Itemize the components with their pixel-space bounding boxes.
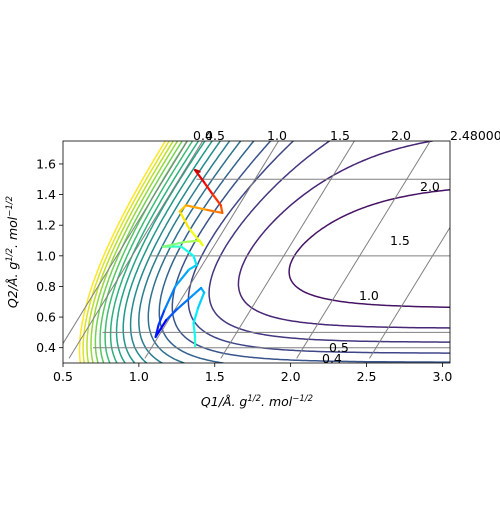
contour-level-16 bbox=[94, 141, 183, 363]
trajectory-segment bbox=[206, 208, 224, 215]
x-tick-label: 3.0 bbox=[432, 369, 452, 384]
trajectory-segment bbox=[174, 268, 191, 288]
trajectory-segment bbox=[157, 308, 166, 326]
trajectory-segment bbox=[187, 286, 203, 300]
secondary-top-label: 1.5 bbox=[330, 128, 350, 143]
secondary-top-label: 2.0 bbox=[391, 128, 411, 143]
x-axis-ticks: 0.5 1.0 1.5 2.0 2.5 3.0 bbox=[53, 363, 452, 384]
secondary-grid-line-diagonal bbox=[220, 141, 355, 359]
trajectory-segment bbox=[154, 323, 160, 339]
y-tick-label: 1.4 bbox=[36, 187, 56, 202]
contour-level-12 bbox=[115, 141, 206, 363]
trajectory-segment bbox=[165, 308, 178, 322]
y-tick-label: 1.2 bbox=[36, 218, 56, 233]
plot-frame bbox=[62, 140, 451, 364]
trajectory-segment bbox=[192, 322, 197, 339]
trajectory-segment bbox=[175, 297, 191, 311]
x-tick-label: 1.0 bbox=[129, 369, 149, 384]
secondary-grid-line-diagonal bbox=[68, 141, 204, 359]
trajectory-segment bbox=[192, 306, 200, 325]
contour-level-11 bbox=[122, 141, 213, 363]
trajectory-segment bbox=[193, 168, 201, 173]
secondary-right-label: 2.0 bbox=[420, 179, 440, 194]
x-tick-label: 1.5 bbox=[205, 369, 225, 384]
contour-level-10 bbox=[129, 141, 222, 363]
trajectory-segment bbox=[178, 204, 188, 213]
x-tick-label: 0.5 bbox=[53, 369, 73, 384]
trajectory-segment bbox=[187, 227, 204, 247]
secondary-grid-line-diagonal bbox=[63, 141, 189, 345]
trajectory-segment bbox=[183, 239, 201, 244]
trajectory-segment bbox=[193, 168, 206, 184]
secondary-top-label: 1.0 bbox=[267, 128, 287, 143]
secondary-right-label: 0.4 bbox=[322, 351, 342, 366]
trajectory-segment bbox=[178, 210, 191, 230]
x-axis-label: Q1/Å. g1/2. mol−1/2 bbox=[201, 394, 313, 409]
trajectory-segment bbox=[196, 291, 206, 309]
trajectory-segment bbox=[163, 285, 177, 311]
y-tick-label: 0.6 bbox=[36, 310, 56, 325]
trajectory-segment bbox=[184, 204, 209, 211]
secondary-top-label: 2.48000 bbox=[450, 128, 500, 143]
y-tick-label: 1.6 bbox=[36, 156, 56, 171]
contour-level-4 bbox=[208, 141, 450, 343]
trajectory-segment bbox=[180, 245, 195, 257]
trajectory-segment bbox=[187, 263, 198, 271]
y-tick-label: 0.8 bbox=[36, 279, 56, 294]
contour-level-18 bbox=[86, 141, 174, 363]
trajectory-path bbox=[154, 168, 224, 348]
secondary-right-label: 0.5 bbox=[329, 340, 349, 355]
y-tick-label: 0.4 bbox=[36, 340, 56, 355]
secondary-top-label: 0.5 bbox=[205, 128, 225, 143]
secondary-coordinate-grid bbox=[63, 141, 450, 359]
secondary-top-label: 0.4 bbox=[193, 128, 213, 143]
trajectory-segment bbox=[162, 240, 186, 248]
contour-level-2 bbox=[288, 188, 450, 308]
x-tick-label: 2.5 bbox=[357, 369, 377, 384]
trajectory-segment bbox=[192, 254, 198, 267]
secondary-right-label: 1.0 bbox=[359, 288, 379, 303]
contour-level-7 bbox=[158, 141, 255, 363]
secondary-right-label: 1.5 bbox=[390, 233, 410, 248]
y-axis-ticks: 0.4 0.6 0.8 1.0 1.2 1.4 1.6 bbox=[36, 156, 63, 355]
y-axis-label: Q2/Å. g1/2. mol−1/2 bbox=[5, 196, 20, 308]
secondary-grid-line-diagonal bbox=[369, 226, 450, 359]
secondary-grid-line-diagonal bbox=[296, 141, 431, 359]
trajectory-segment bbox=[203, 181, 213, 195]
x-tick-label: 2.0 bbox=[281, 369, 301, 384]
contour-level-17 bbox=[90, 141, 179, 363]
trajectory-segment bbox=[219, 204, 224, 215]
y-tick-label: 1.0 bbox=[36, 248, 56, 263]
trajectory-segment bbox=[210, 191, 222, 207]
